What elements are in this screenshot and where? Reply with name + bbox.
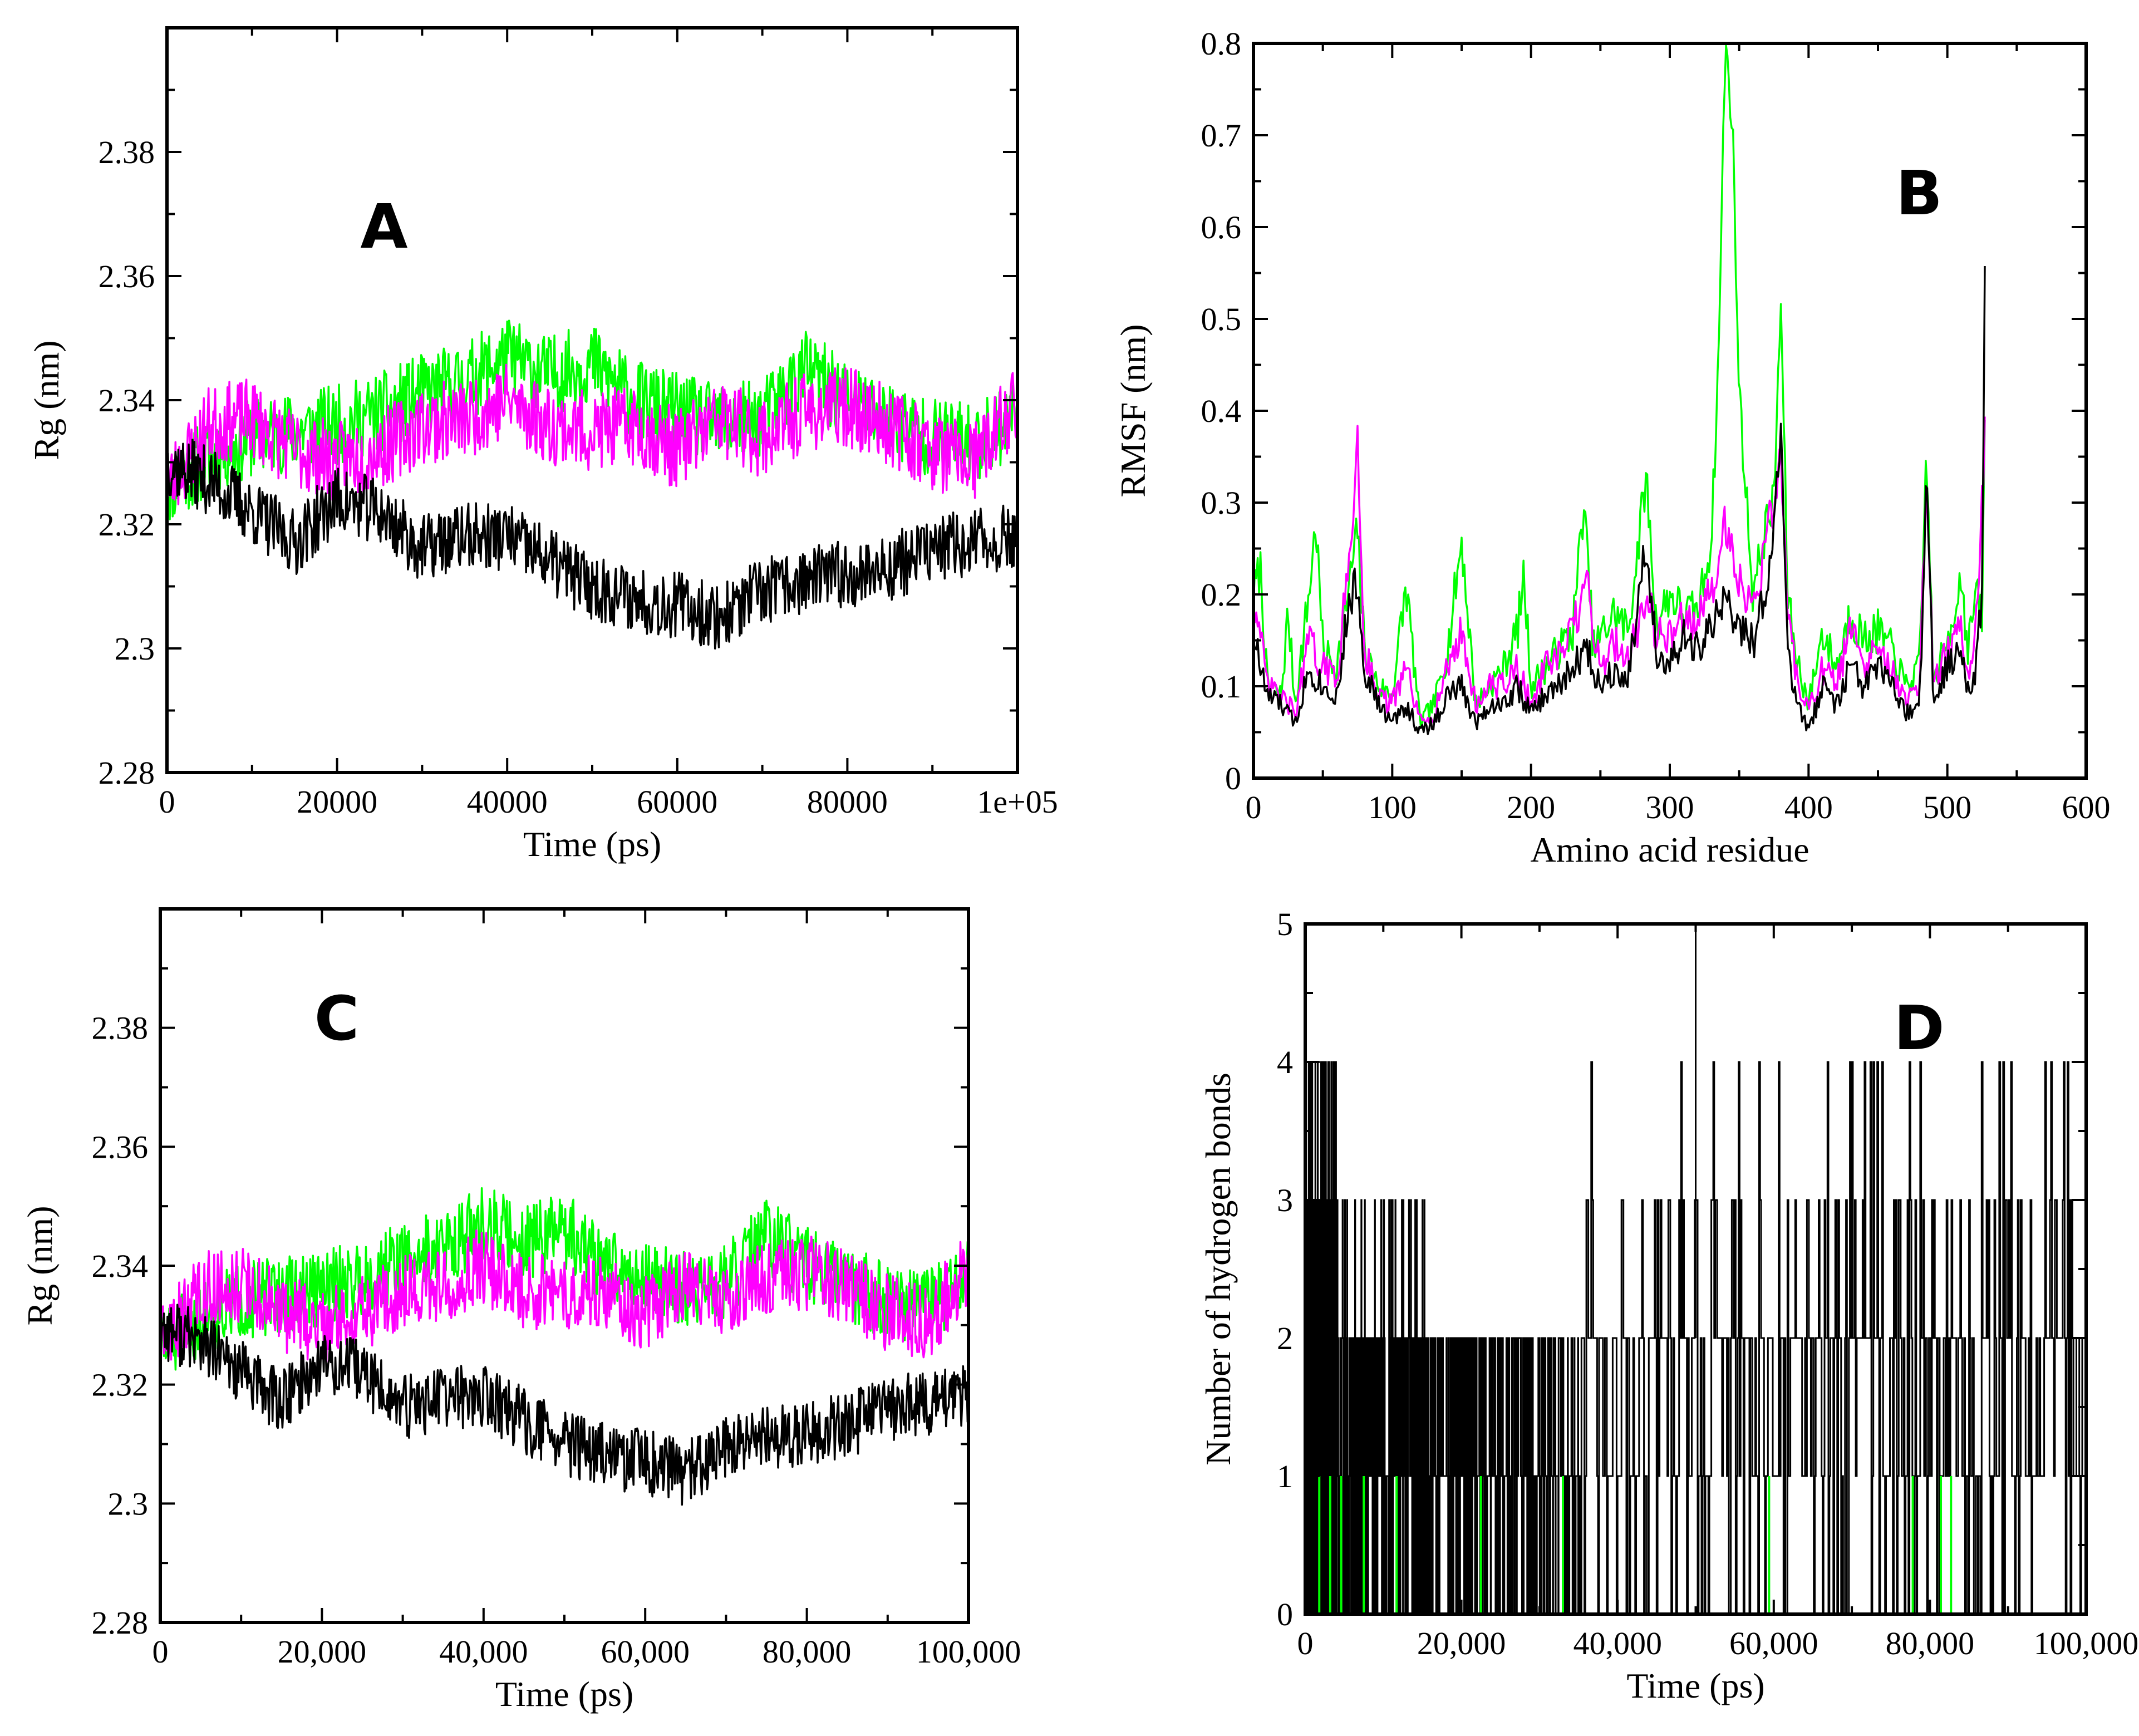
x-tick-label: 100,000 — [2034, 1625, 2139, 1661]
y-tick-label: 2 — [1277, 1320, 1293, 1356]
y-tick-label: 2.34 — [92, 1248, 149, 1284]
x-tick-label: 0 — [159, 784, 175, 820]
x-tick-label: 80,000 — [763, 1634, 852, 1670]
panel-d-hbond-plot: 0 20,000 40,000 60,000 80,000 100,000 0 1 2 3 4 5 Ti… — [1198, 906, 2138, 1705]
y-tick-label: 2.38 — [99, 134, 155, 170]
x-tick-label: 20,000 — [1417, 1625, 1506, 1661]
x-tick-label: 600 — [2062, 789, 2111, 825]
y-tick-label: 2.32 — [99, 506, 155, 543]
x-tick-label: 60,000 — [1729, 1625, 1818, 1661]
y-tick-label: 0.4 — [1201, 393, 1242, 429]
y-tick-label: 0.1 — [1201, 668, 1242, 705]
y-axis-label: Rg (nm) — [27, 340, 66, 460]
x-tick-label: 400 — [1784, 789, 1833, 825]
y-tick-label: 2.34 — [99, 382, 155, 419]
series-black — [1253, 265, 1986, 735]
y-tick-label: 0.5 — [1201, 301, 1242, 337]
panel-c-rg-plot: 0 20,000 40,000 60,000 80,000 100,0002.282.32… — [20, 907, 1021, 1714]
plot-area — [160, 1187, 968, 1506]
panel-letter: A — [360, 191, 407, 262]
x-tick-label: 80000 — [807, 784, 888, 820]
panel-letter: D — [1894, 992, 1944, 1064]
y-tick-label: 2.36 — [99, 258, 155, 294]
y-axis-label: Number of hydrogen bonds — [1198, 1073, 1238, 1465]
y-tick-label: 2.3 — [115, 631, 155, 667]
y-tick-label: 0.3 — [1201, 485, 1242, 521]
plot-area — [1253, 44, 1986, 735]
x-tick-label: 40,000 — [1573, 1625, 1662, 1661]
x-tick-label: 100 — [1368, 789, 1417, 825]
panel-a-rg-plot: 0 20000 40000 60000 80000 1e+05 2.28 2.3 2.32 2.3… — [27, 26, 1058, 864]
x-tick-label: 40,000 — [439, 1634, 528, 1670]
panel-letter: B — [1896, 158, 1943, 229]
y-tick-label: 2.28 — [92, 1605, 149, 1641]
y-tick-label: 3 — [1277, 1182, 1293, 1218]
y-tick-label: 2.32 — [92, 1367, 149, 1403]
y-tick-label: 1 — [1277, 1458, 1293, 1494]
x-tick-label: 100,000 — [916, 1634, 1021, 1670]
y-tick-label: 0 — [1225, 760, 1241, 796]
series-black — [1305, 1061, 2086, 1614]
y-tick-label: 2.28 — [99, 755, 155, 791]
plot-area — [1305, 924, 2086, 1614]
x-tick-label: 20000 — [297, 784, 377, 820]
y-tick-label: 0.6 — [1201, 209, 1242, 245]
y-tick-label: 0.7 — [1201, 117, 1242, 154]
x-axis-label: Amino acid residue — [1530, 830, 1809, 869]
x-tick-label: 0 — [1246, 789, 1262, 825]
series-magenta — [160, 1229, 968, 1368]
x-tick-label: 60,000 — [601, 1634, 690, 1670]
y-tick-label: 0 — [1277, 1596, 1293, 1632]
y-tick-label: 5 — [1277, 906, 1293, 942]
panel-letter: C — [314, 983, 360, 1054]
series-magenta — [167, 363, 1017, 508]
x-axis-label: Time (ps) — [495, 1674, 633, 1714]
y-tick-label: 4 — [1277, 1044, 1293, 1080]
x-tick-label: 1e+05 — [977, 784, 1058, 820]
series-black — [160, 1304, 968, 1506]
x-axis-label: Time (ps) — [1626, 1666, 1764, 1705]
x-tick-label: 0 — [1297, 1625, 1314, 1661]
panel-b-rmsf-plot: 0 100 200 300 400 500 600 0 0.1 0.2 0.3 0.4 0.5 0.6 0.… — [1113, 26, 2111, 869]
y-axis-label: Rg (nm) — [20, 1206, 60, 1325]
x-tick-label: 300 — [1646, 789, 1694, 825]
x-tick-label: 200 — [1507, 789, 1555, 825]
x-tick-label: 20,000 — [278, 1634, 367, 1670]
x-tick-label: 500 — [1923, 789, 1971, 825]
x-axis-label: Time (ps) — [523, 824, 661, 864]
y-axis-label: RMSF (nm) — [1113, 324, 1153, 497]
y-tick-label: 2.38 — [92, 1010, 149, 1046]
x-tick-label: 0 — [153, 1634, 169, 1670]
series-black — [167, 439, 1017, 650]
plot-area — [167, 319, 1017, 650]
x-tick-label: 80,000 — [1886, 1625, 1975, 1661]
y-tick-label: 2.3 — [108, 1486, 149, 1522]
x-tick-label: 40000 — [467, 784, 548, 820]
y-tick-label: 0.2 — [1201, 577, 1242, 613]
x-tick-label: 60000 — [637, 784, 717, 820]
y-tick-label: 2.36 — [92, 1129, 149, 1165]
y-tick-label: 0.8 — [1201, 26, 1242, 62]
series-green — [1253, 44, 1986, 728]
